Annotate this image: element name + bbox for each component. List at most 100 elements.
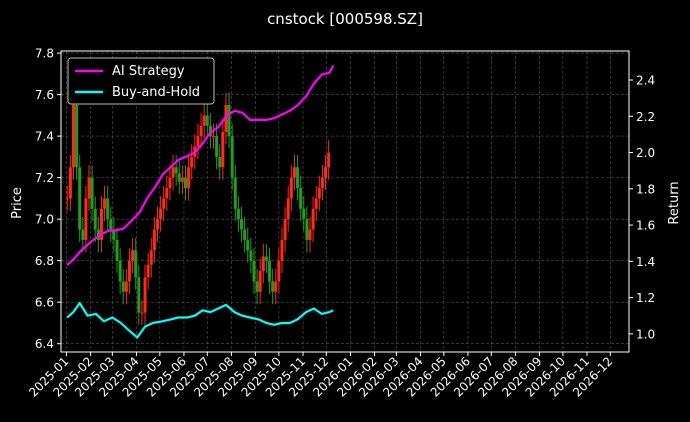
price-candle-body	[118, 260, 122, 282]
price-candle-body	[280, 239, 284, 261]
price-candle-body	[227, 104, 231, 137]
price-candle-body	[311, 208, 315, 230]
price-candle-body	[215, 136, 219, 157]
price-candle-body	[137, 277, 141, 313]
price-candle-body	[162, 198, 166, 209]
left-tick-label: 7.6	[35, 88, 54, 102]
right-tick-label: 2.4	[636, 74, 655, 88]
left-tick-label: 7.8	[35, 47, 54, 61]
price-candle-body	[289, 177, 293, 199]
price-candle-body	[249, 250, 253, 261]
price-candle-body	[90, 177, 94, 209]
price-candle-body	[180, 177, 184, 182]
price-candle-body	[218, 156, 222, 168]
price-candle-body	[255, 281, 259, 292]
series-line-ai-strategy	[66, 64, 335, 266]
left-tick-label: 7.0	[35, 213, 54, 227]
price-candle-body	[324, 167, 328, 178]
price-candle-body	[283, 219, 287, 240]
right-tick-label: 2.2	[636, 110, 655, 124]
price-candle-body	[261, 256, 265, 272]
price-candle-body	[93, 208, 97, 230]
price-candle-body	[302, 208, 306, 220]
price-candle-body	[127, 260, 131, 282]
price-candle-body	[277, 260, 281, 282]
price-candle-body	[155, 219, 159, 230]
price-candle-body	[314, 198, 318, 209]
legend-box	[67, 57, 215, 105]
price-candle-body	[78, 167, 82, 230]
price-candle-body	[299, 188, 303, 209]
price-candle-body	[134, 250, 138, 278]
price-candle-body	[202, 115, 206, 126]
price-candle-body	[143, 277, 147, 313]
price-candle-body	[159, 208, 163, 220]
right-tick-label: 1.2	[636, 291, 655, 305]
price-candle-body	[264, 256, 268, 261]
series-line-buy-and-hold	[66, 301, 334, 339]
right-tick-label: 1.4	[636, 255, 655, 269]
price-candle-body	[124, 281, 128, 292]
price-candle-body	[65, 198, 69, 200]
price-candle-body	[106, 198, 110, 220]
price-candle-body	[146, 264, 150, 278]
price-candle-body	[252, 260, 256, 282]
right-tick-label: 1.8	[636, 182, 655, 196]
price-candle-body	[317, 188, 321, 199]
price-candle-body	[233, 177, 237, 209]
left-axis: 6.4 6.6 6.8 7.0 7.2 7.4 7.6 7.8	[35, 47, 61, 351]
price-candle-body	[208, 125, 212, 137]
price-candle-body	[230, 136, 234, 178]
right-tick-label: 1.6	[636, 219, 655, 233]
left-axis-label: Price	[10, 187, 25, 219]
price-candle-body	[240, 219, 244, 230]
right-axis: 1.0 1.2 1.4 1.6 1.8 2.0 2.2 2.4	[629, 74, 655, 341]
price-candle-body	[168, 177, 172, 189]
price-candle-body	[81, 229, 85, 240]
price-candle-body	[96, 229, 100, 240]
legend: AI Strategy Buy-and-Hold	[67, 57, 215, 105]
price-candle-body	[177, 173, 181, 182]
price-candle-body	[174, 167, 178, 174]
price-candle-body	[99, 208, 103, 240]
price-candles	[65, 92, 331, 326]
price-candle-body	[243, 229, 247, 240]
right-tick-label: 2.0	[636, 146, 655, 160]
price-candle-body	[71, 104, 75, 168]
price-candle-body	[183, 177, 187, 189]
price-candle-body	[212, 136, 216, 138]
price-candle-body	[149, 250, 153, 265]
price-candle-body	[327, 152, 331, 168]
legend-label-buy-and-hold: Buy-and-Hold	[112, 85, 200, 100]
price-candle-body	[271, 281, 275, 292]
legend-label-ai-strategy: AI Strategy	[112, 64, 185, 79]
price-candle-body	[87, 177, 91, 199]
left-tick-label: 7.2	[35, 171, 54, 185]
price-candle-body	[131, 250, 135, 261]
price-candle-body	[205, 115, 209, 126]
left-tick-label: 6.6	[35, 296, 54, 310]
price-candle-body	[84, 198, 88, 240]
price-candle-body	[308, 229, 312, 240]
price-candle-body	[103, 198, 107, 209]
price-candle-body	[171, 167, 175, 178]
price-candle-body	[258, 271, 262, 292]
price-candle-body	[292, 167, 296, 178]
price-candle-body	[109, 219, 113, 230]
price-candle-body	[68, 167, 72, 199]
plot-frame	[60, 50, 630, 353]
price-candle-body	[152, 229, 156, 251]
price-candle-body	[187, 167, 191, 189]
left-tick-label: 7.4	[35, 130, 54, 144]
price-candle-body	[320, 177, 324, 189]
price-candle-body	[296, 167, 300, 189]
price-candle-body	[196, 136, 200, 147]
left-tick-label: 6.8	[35, 254, 54, 268]
chart-title: cnstock [000598.SZ]	[267, 10, 423, 28]
price-candle-body	[140, 312, 144, 314]
price-candle-body	[268, 260, 272, 282]
price-candle-body	[286, 198, 290, 220]
price-candle-body	[190, 156, 194, 168]
price-candle-body	[199, 125, 203, 137]
